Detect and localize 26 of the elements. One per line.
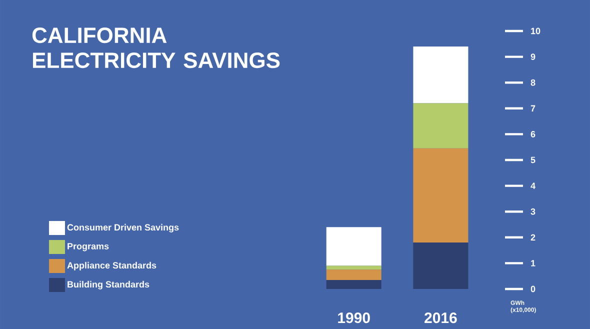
x-tick-label: 1990 <box>338 312 370 324</box>
y-tick-label: 7 <box>530 105 536 112</box>
legend-label: Consumer Driven Savings <box>67 224 179 232</box>
bar <box>413 148 468 243</box>
y-tick-label: 10 <box>531 28 540 34</box>
bar <box>326 280 382 289</box>
bar <box>326 266 382 270</box>
y-tick-label: 0 <box>530 286 536 292</box>
bar <box>326 270 382 280</box>
legend-label: Programs <box>68 243 109 252</box>
y-tick-label: 8 <box>530 79 536 86</box>
x-tick-label: 2016 <box>424 312 457 324</box>
y-tick-label: 2 <box>530 234 536 241</box>
y-tick-label: 4 <box>530 182 536 189</box>
bar <box>326 227 382 266</box>
y-tick-label: 1 <box>531 260 536 266</box>
bar <box>413 103 468 148</box>
bar <box>413 46 468 104</box>
y-tick-label: 6 <box>530 131 536 138</box>
bar <box>413 242 468 289</box>
chart-title: CALIFORNIA ELECTRICITY SAVINGS <box>32 28 280 68</box>
y-tick-label: 9 <box>530 54 536 60</box>
legend-label: Appliance Standards <box>67 262 156 270</box>
legend-label: Building Standards <box>68 280 150 290</box>
y-tick-label: 3 <box>530 208 536 215</box>
y-tick-label: 5 <box>530 156 536 164</box>
